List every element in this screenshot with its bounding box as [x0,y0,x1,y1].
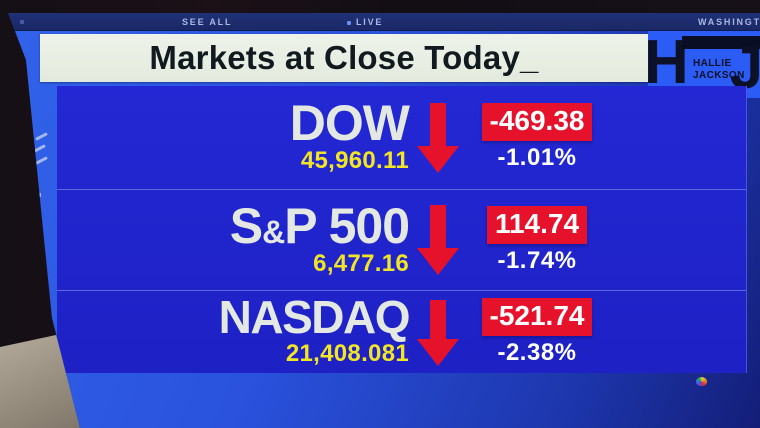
bar-dot-icon [20,20,24,24]
change-percent: -2.38% [497,338,577,366]
live-badge: LIVE [356,17,384,27]
nbc-peacock-icon [696,377,707,386]
logo-bar [682,36,760,49]
index-value: 21,408.081 [285,339,409,367]
index-value: 6,477.16 [313,249,409,277]
see-all-label: SEE ALL [182,17,233,27]
change-percent: -1.01% [497,144,577,171]
host-name: HALLIE JACKSON [693,58,745,81]
market-row-dow: DOW 45,960.11 -469.38 -1.01% [57,86,746,189]
down-arrow-icon [417,300,459,366]
headline-title: Markets at Close Today_ [149,39,539,76]
host-name-line1: HALLIE [693,58,732,69]
index-name: S&P 500 [229,197,410,254]
strip-dash-icon [31,193,41,197]
show-logo: H HALLIE JACKSON J [648,31,760,98]
index-name: DOW [289,95,410,151]
broadcast-graphic: Markets at Close Today_ H HALLIE JACKSON… [8,31,760,428]
host-name-line2: JACKSON [693,69,745,81]
logo-initial-h: H [648,31,689,97]
headline-banner: Markets at Close Today_ [40,34,648,82]
index-name: NASDAQ [218,291,411,344]
change-badge: 114.74 [486,205,588,244]
market-row-sp500: S&P 500 6,477.16 114.74 -1.74% [57,189,746,290]
channel-label: NBC NEWS NOW [33,250,43,355]
wave-mark-icon [33,129,49,179]
tv-screen: SEE ALL LIVE WASHINGTON Markets at Close… [8,13,760,428]
index-value: 45,960.11 [300,147,409,174]
change-badge: -521.74 [481,297,593,336]
down-arrow-icon [417,102,459,173]
market-row-nasdaq: NASDAQ 21,408.081 -521.74 -2.38% [57,290,746,373]
change-badge: -469.38 [481,103,593,141]
change-percent: -1.74% [497,246,577,274]
location-label: WASHINGTON [698,17,760,27]
channel-top-bar: SEE ALL LIVE WASHINGTON [8,13,760,31]
down-arrow-icon [417,205,459,275]
markets-panel: DOW 45,960.11 -469.38 -1.01% S&P 500 6,4… [57,86,747,373]
live-dot-icon [347,21,351,25]
